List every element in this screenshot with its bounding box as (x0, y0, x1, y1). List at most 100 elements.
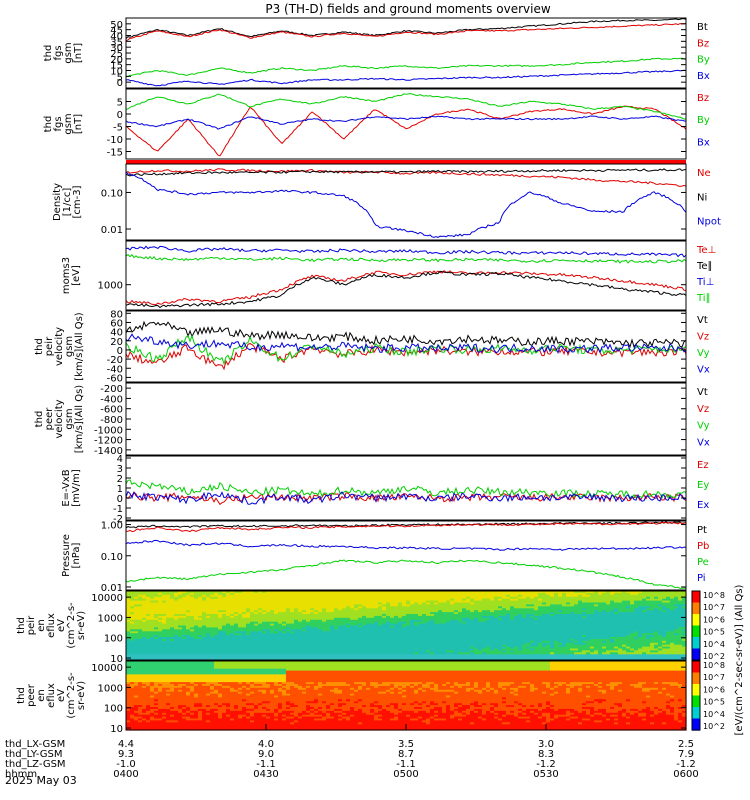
heatmap-cell (246, 612, 251, 615)
heatmap-cell (326, 625, 331, 628)
heatmap-cell (210, 654, 215, 657)
heatmap-cell (290, 614, 295, 617)
heatmap-cell (334, 656, 339, 659)
heatmap-cell (158, 606, 163, 609)
heatmap-cell (318, 637, 323, 640)
heatmap-cell (210, 591, 215, 594)
heatmap-cell (198, 600, 203, 604)
y-tick-label: 0.10 (101, 552, 123, 563)
heatmap-cell (158, 635, 163, 638)
heatmap-cell (378, 656, 383, 659)
heatmap-cell (214, 614, 219, 617)
heatmap-cell (246, 635, 251, 638)
heatmap-cell (306, 610, 311, 613)
heatmap-cell (314, 625, 319, 628)
heatmap-cell (338, 602, 343, 605)
heatmap-cell (150, 638, 155, 642)
heatmap-cell (218, 627, 223, 630)
heatmap-cell (346, 604, 351, 607)
heatmap-cell (282, 608, 287, 611)
heatmap-cell (366, 644, 371, 648)
heatmap-cell (298, 619, 303, 623)
heatmap-cell (210, 612, 215, 615)
heatmap-cell (134, 621, 139, 625)
heatmap-cell (362, 600, 367, 604)
heatmap-cell (278, 608, 283, 611)
heatmap-cell (254, 633, 259, 636)
heatmap-cell (262, 638, 267, 642)
heatmap-cell (246, 638, 251, 642)
heatmap-cell (282, 627, 287, 630)
heatmap-cell (194, 629, 199, 632)
heatmap-cell (294, 629, 299, 632)
heatmap-cell (166, 644, 171, 648)
heatmap-cell (286, 606, 291, 609)
heatmap-cell (198, 592, 203, 596)
heatmap-cell (358, 652, 363, 655)
heatmap-cell (242, 648, 247, 651)
heatmap-cell (206, 602, 211, 605)
heatmap-cell (378, 635, 383, 638)
heatmap-cell (202, 658, 207, 661)
heatmap-cell (266, 627, 271, 630)
heatmap-cell (178, 617, 183, 621)
heatmap-cell (298, 629, 303, 632)
y-axis-label: velocity (54, 399, 65, 438)
heatmap-cell (274, 635, 279, 638)
heatmap-cell (130, 625, 135, 628)
heatmap-cell (226, 596, 231, 600)
heatmap-cell (378, 610, 383, 613)
heatmap-cell (250, 652, 255, 655)
heatmap-cell (382, 654, 387, 657)
heatmap-cell (326, 638, 331, 642)
y-tick-label: 1 (117, 484, 123, 495)
heatmap-cell (382, 638, 387, 642)
heatmap-cell (278, 631, 283, 634)
heatmap-cell (290, 617, 295, 621)
heatmap-cell (154, 627, 159, 630)
y-tick-label: -400 (100, 394, 123, 405)
heatmap-cell (306, 650, 311, 653)
heatmap-cell (302, 621, 307, 625)
heatmap-cell (282, 617, 287, 621)
heatmap-cell (374, 604, 379, 607)
heatmap-cell (318, 600, 323, 604)
heatmap-cell (134, 631, 139, 634)
heatmap-cell (322, 637, 327, 640)
legend-label-Bz: Bz (697, 38, 709, 49)
heatmap-cell (186, 591, 191, 594)
heatmap-cell (142, 621, 147, 625)
heatmap-cell (374, 658, 379, 661)
heatmap-cell (314, 596, 319, 600)
heatmap-cell (274, 614, 279, 617)
heatmap-cell (258, 621, 263, 625)
heatmap-cell (190, 644, 195, 648)
heatmap-cell (394, 629, 399, 632)
heatmap-cell (370, 629, 375, 632)
heatmap-cell (354, 635, 359, 638)
heatmap-cell (282, 642, 287, 646)
heatmap-cell (206, 656, 211, 659)
heatmap-cell (250, 592, 255, 596)
heatmap-cell (286, 635, 291, 638)
heatmap-cell (370, 631, 375, 634)
heatmap-cell (354, 606, 359, 609)
heatmap-cell (370, 638, 375, 642)
heatmap-cell (270, 633, 275, 636)
heatmap-cell (302, 619, 307, 623)
heatmap-cell (210, 600, 215, 604)
heatmap-cell (274, 625, 279, 628)
heatmap-cell (186, 608, 191, 611)
heatmap-cell (142, 610, 147, 613)
heatmap-cell (298, 648, 303, 651)
heatmap-cell (182, 610, 187, 613)
heatmap-cell (242, 602, 247, 605)
heatmap-cell (246, 658, 251, 661)
heatmap-cell (198, 658, 203, 661)
heatmap-cell (346, 648, 351, 651)
heatmap-cell (238, 642, 243, 646)
heatmap-cell (354, 631, 359, 634)
heatmap-cell (246, 602, 251, 605)
